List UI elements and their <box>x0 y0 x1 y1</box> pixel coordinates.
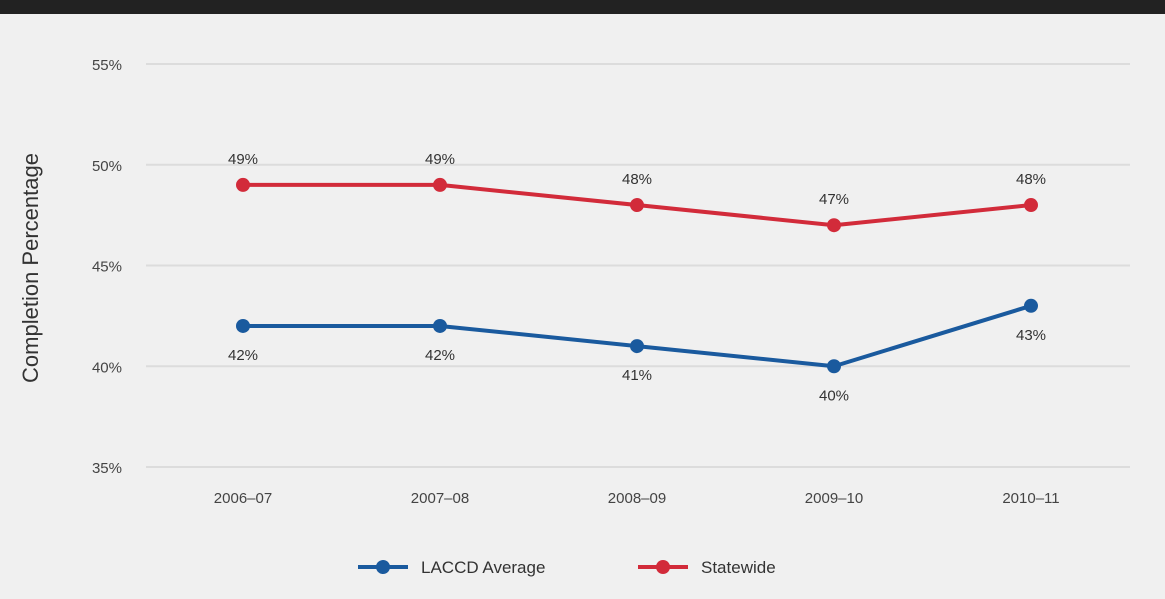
data-label: 49% <box>228 151 258 168</box>
x-tick-label: 2010–11 <box>1002 490 1059 507</box>
series <box>236 177 1038 374</box>
data-point <box>1024 198 1038 213</box>
series-line <box>243 303 1032 369</box>
data-point <box>1024 298 1038 313</box>
legend-item: Statewide <box>638 558 776 577</box>
y-axis-title: Completion Percentage <box>18 153 43 383</box>
data-label: 41% <box>622 367 652 384</box>
x-tick-label: 2007–08 <box>411 490 469 507</box>
y-tick-label: 35% <box>92 460 122 477</box>
y-tick-label: 55% <box>92 57 122 74</box>
data-point <box>236 318 250 333</box>
data-label: 42% <box>228 347 258 364</box>
gridlines <box>146 63 1130 468</box>
y-tick-label: 45% <box>92 259 122 276</box>
x-tick-labels: 2006–07 2007–08 2008–09 2009–10 2010–11 <box>214 490 1060 507</box>
x-tick-label: 2008–09 <box>608 490 666 507</box>
data-point <box>433 318 447 333</box>
legend-label: LACCD Average <box>421 558 545 577</box>
y-tick-label: 40% <box>92 359 122 376</box>
data-label: 43% <box>1016 327 1046 344</box>
data-label: 47% <box>819 191 849 208</box>
legend-swatch-marker <box>376 560 390 574</box>
data-point <box>236 177 250 192</box>
data-label: 40% <box>819 387 849 404</box>
x-tick-label: 2006–07 <box>214 490 272 507</box>
data-point <box>827 218 841 233</box>
legend-swatch-marker <box>656 560 670 574</box>
data-point <box>433 177 447 192</box>
y-tick-label: 50% <box>92 158 122 175</box>
data-label: 49% <box>425 151 455 168</box>
top-bar <box>0 0 1165 14</box>
legend: LACCD Average Statewide <box>358 558 776 577</box>
x-tick-label: 2009–10 <box>805 490 863 507</box>
data-point <box>827 359 841 374</box>
data-label: 48% <box>1016 171 1046 188</box>
data-label: 48% <box>622 171 652 188</box>
y-tick-labels: 35% 40% 45% 50% 55% <box>92 57 122 477</box>
data-label: 42% <box>425 347 455 364</box>
data-point <box>630 198 644 213</box>
data-point <box>630 339 644 354</box>
data-labels: 42% 42% 41% 40% 43% 49% 49% 48% 47% 48% <box>228 151 1046 404</box>
legend-label: Statewide <box>701 558 776 577</box>
legend-item: LACCD Average <box>358 558 545 577</box>
